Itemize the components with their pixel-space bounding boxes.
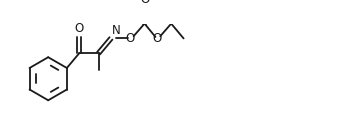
Text: O: O [152,32,161,45]
Text: N: N [112,24,120,37]
Text: O: O [126,32,135,45]
Text: O: O [140,0,149,6]
Text: O: O [75,22,84,35]
